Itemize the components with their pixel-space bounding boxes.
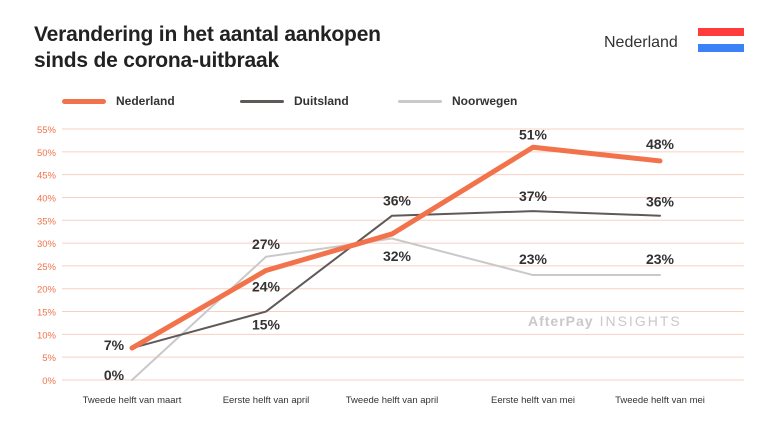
series-line-nederland xyxy=(129,144,663,351)
legend-swatch-noorwegen xyxy=(398,99,442,103)
y-tick-label: 15% xyxy=(37,308,57,319)
x-tick-label: Eerste helft van mei xyxy=(491,395,575,406)
data-label-noorwegen: 23% xyxy=(519,251,548,267)
y-tick-label: 5% xyxy=(42,353,56,364)
x-tick-label: Tweede helft van april xyxy=(346,395,438,406)
watermark-suffix: INSIGHTS xyxy=(599,313,682,329)
chart-title: Verandering in het aantal aankopen sinds… xyxy=(34,22,494,74)
y-tick-label: 20% xyxy=(37,285,57,296)
data-label-nederland: 48% xyxy=(646,136,675,152)
y-tick-label: 55% xyxy=(37,125,57,136)
data-label-duitsland: 15% xyxy=(252,317,281,333)
title-line-2: sinds de corona-uitbraak xyxy=(34,49,279,72)
legend-swatch-duitsland xyxy=(240,99,284,103)
data-label-nederland: 51% xyxy=(519,126,548,142)
data-label-nederland: 32% xyxy=(383,248,412,264)
legend-item-noorwegen: Noorwegen xyxy=(398,94,517,108)
series-line-duitsland xyxy=(131,210,661,350)
chart-legend: Nederland Duitsland Noorwegen xyxy=(62,94,662,114)
flag-stripe-red xyxy=(698,28,744,36)
y-tick-label: 30% xyxy=(37,239,57,250)
legend-label-noorwegen: Noorwegen xyxy=(452,94,518,108)
title-line-1: Verandering in het aantal aankopen xyxy=(34,23,381,46)
legend-item-nederland: Nederland xyxy=(62,94,175,108)
y-tick-label: 40% xyxy=(37,193,57,204)
legend-label-nederland: Nederland xyxy=(116,94,175,108)
afterpay-insights-watermark: AfterPay INSIGHTS xyxy=(528,313,682,329)
flag-stripe-white xyxy=(698,36,744,44)
data-label-duitsland: 36% xyxy=(646,194,675,210)
flag-stripe-blue xyxy=(698,44,744,52)
x-tick-label: Tweede helft van mei xyxy=(615,395,705,406)
legend-swatch-nederland xyxy=(62,98,106,104)
data-label-noorwegen: 0% xyxy=(104,367,125,383)
x-tick-label: Tweede helft van maart xyxy=(83,395,182,406)
y-tick-label: 50% xyxy=(37,148,57,159)
y-tick-label: 35% xyxy=(37,216,57,227)
country-label: Nederland xyxy=(604,34,678,51)
data-label-nederland: 24% xyxy=(252,278,281,294)
x-tick-label: Eerste helft van april xyxy=(223,395,310,406)
y-tick-label: 45% xyxy=(37,171,57,182)
netherlands-flag-icon xyxy=(698,28,744,56)
legend-label-duitsland: Duitsland xyxy=(294,94,349,108)
data-label-noorwegen: 27% xyxy=(252,236,281,252)
data-label-nederland: 7% xyxy=(104,337,125,353)
y-tick-label: 10% xyxy=(37,330,57,341)
legend-item-duitsland: Duitsland xyxy=(240,94,349,108)
watermark-brand: AfterPay xyxy=(528,313,594,329)
data-label-duitsland: 37% xyxy=(519,188,548,204)
y-tick-label: 25% xyxy=(37,262,57,273)
data-label-duitsland: 36% xyxy=(383,193,412,209)
y-tick-label: 0% xyxy=(42,376,56,387)
data-label-noorwegen: 23% xyxy=(646,251,675,267)
